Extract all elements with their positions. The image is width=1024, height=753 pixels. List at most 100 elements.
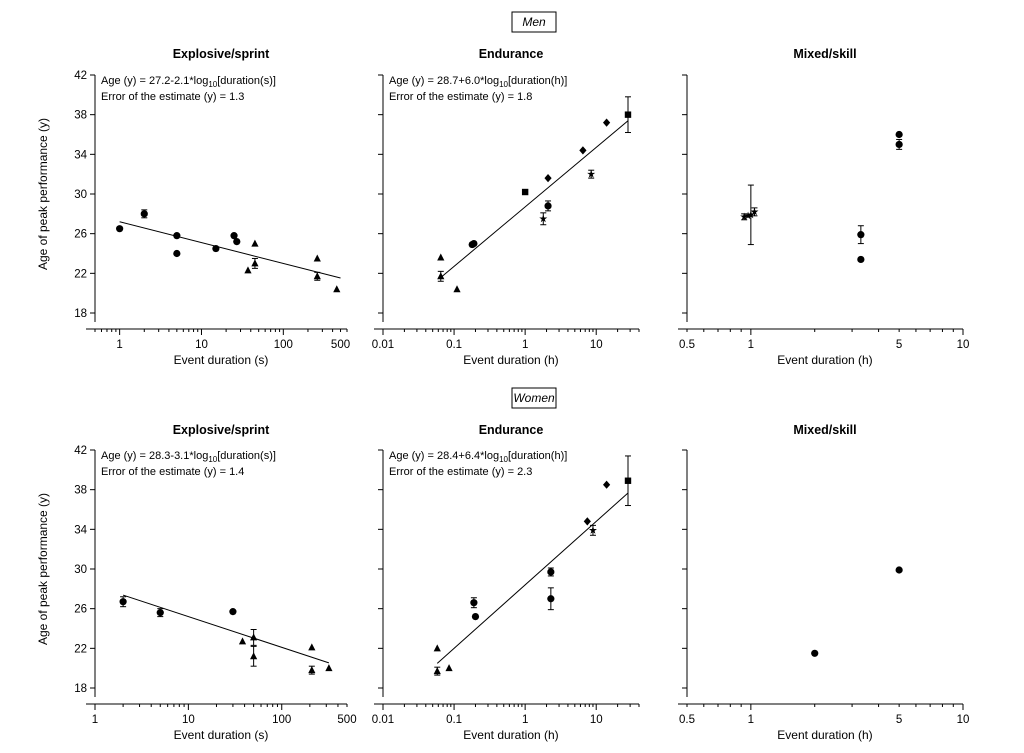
panel-men-explosive-sprint: Explosive/sprint 18 22 26 30 34 38 42 1 10 100 500 E… <box>36 47 350 367</box>
data-point-circle <box>547 567 555 577</box>
data-point-square <box>624 96 632 134</box>
data-point-circle <box>470 239 478 248</box>
error-estimate: Error of the estimate (y) = 2.3 <box>389 466 532 478</box>
data-point-circle <box>811 649 819 657</box>
x-tick-label: 10 <box>957 339 970 351</box>
y-axis-label: Age of peak performance (y) <box>36 118 50 270</box>
data-point-circle <box>895 130 903 139</box>
panel-title: Mixed/skill <box>793 423 856 437</box>
x-axis-label: Event duration (s) <box>174 353 269 367</box>
x-tick-label: 500 <box>337 714 356 726</box>
y-tick-label: 34 <box>74 524 87 536</box>
x-tick-label: 1 <box>522 714 528 726</box>
x-tick-label: 0.1 <box>446 339 462 351</box>
data-point-circle <box>173 232 181 240</box>
data-point-circle <box>895 566 903 574</box>
data-point-star <box>746 184 755 246</box>
data-point-triangle <box>244 266 252 274</box>
data-point-star <box>539 212 548 226</box>
data-point-triangle <box>453 285 461 293</box>
data-point-triangle <box>433 666 441 676</box>
y-tick-label: 30 <box>74 564 87 576</box>
data-point-triangle <box>313 254 321 262</box>
x-tick-label: 5 <box>896 714 902 726</box>
y-tick-label: 18 <box>74 308 87 320</box>
y-tick-label: 30 <box>74 189 87 201</box>
data-point-diamond <box>602 118 611 127</box>
y-tick-label: 18 <box>74 683 87 695</box>
x-tick-label: 0.5 <box>679 714 695 726</box>
data-point-circle <box>544 200 552 212</box>
x-tick-label: 10 <box>590 714 603 726</box>
regression-line <box>122 594 330 664</box>
data-point-triangle <box>433 644 441 652</box>
x-tick-label: 1 <box>748 339 754 351</box>
x-tick-label: 1 <box>522 339 528 351</box>
data-point-triangle <box>308 665 316 675</box>
y-axis-label: Age of peak performance (y) <box>36 493 50 645</box>
data-point-star <box>744 211 753 220</box>
data-point-star <box>750 207 759 217</box>
data-point-circle <box>470 597 478 609</box>
data-point-circle <box>156 608 164 618</box>
panel-women-mixed-skill: Mixed/skill 0.5 1 5 10 Event duration (h) <box>678 423 969 742</box>
regression-equation: Age (y) = 28.7+6.0*log10[duration(h)] <box>389 75 567 89</box>
data-point-circle <box>229 608 237 616</box>
x-tick-label: 10 <box>590 339 603 351</box>
panel-title: Endurance <box>479 47 544 61</box>
data-point-circle <box>119 596 127 608</box>
y-tick-label: 38 <box>74 485 87 497</box>
regression-equation: Age (y) = 27.2-2.1*log10[duration(s)] <box>101 75 276 89</box>
data-point-circle <box>140 209 148 219</box>
data-point-triangle <box>437 270 445 282</box>
x-axis-label: Event duration (h) <box>777 353 872 367</box>
data-point-triangle <box>308 643 316 651</box>
y-tick-label: 22 <box>74 268 87 280</box>
x-tick-label: 0.5 <box>679 339 695 351</box>
data-point-square <box>521 188 529 196</box>
data-point-triangle <box>437 253 445 261</box>
data-point-diamond <box>602 480 611 489</box>
data-point-square <box>624 455 632 507</box>
x-tick-label: 10 <box>182 714 195 726</box>
data-point-circle <box>471 613 480 621</box>
y-tick-label: 34 <box>74 149 87 161</box>
panel-title: Endurance <box>479 423 544 437</box>
error-estimate: Error of the estimate (y) = 1.4 <box>101 466 244 478</box>
data-point-circle <box>116 225 124 233</box>
data-point-triangle <box>251 257 259 269</box>
x-tick-label: 0.01 <box>372 714 394 726</box>
x-tick-label: 1 <box>116 339 122 351</box>
x-tick-label: 100 <box>274 339 293 351</box>
y-tick-label: 22 <box>74 643 87 655</box>
x-axis-label: Event duration (h) <box>463 728 558 742</box>
x-axis-label: Event duration (h) <box>463 353 558 367</box>
data-point-triangle <box>445 664 453 672</box>
data-point-triangle <box>250 645 258 667</box>
x-tick-label: 10 <box>195 339 208 351</box>
x-tick-label: 500 <box>331 339 350 351</box>
data-point-triangle <box>251 239 259 247</box>
panel-women-endurance: Endurance 0.01 0.1 1 10 Event duration (h) Age… <box>372 423 640 742</box>
panel-title: Explosive/sprint <box>173 47 270 61</box>
data-point-circle <box>857 255 865 264</box>
data-point-diamond <box>583 517 591 526</box>
data-point-circle <box>857 225 865 245</box>
data-point-circle <box>547 587 555 611</box>
regression-equation: Age (y) = 28.3-3.1*log10[duration(s)] <box>101 450 276 464</box>
data-point-triangle <box>325 664 333 672</box>
y-tick-label: 38 <box>74 110 87 122</box>
data-point-diamond <box>544 174 552 183</box>
x-tick-label: 10 <box>957 714 970 726</box>
data-point-triangle <box>238 637 247 645</box>
x-axis-label: Event duration (h) <box>777 728 872 742</box>
svg-text:Men: Men <box>522 15 546 29</box>
group-label-women: Women <box>511 387 557 409</box>
data-point-circle <box>895 138 903 150</box>
x-tick-label: 1 <box>92 714 98 726</box>
data-point-circle <box>212 244 220 253</box>
y-tick-label: 42 <box>74 445 87 457</box>
regression-equation: Age (y) = 28.4+6.4*log10[duration(h)] <box>389 450 567 464</box>
data-point-circle <box>233 238 241 246</box>
